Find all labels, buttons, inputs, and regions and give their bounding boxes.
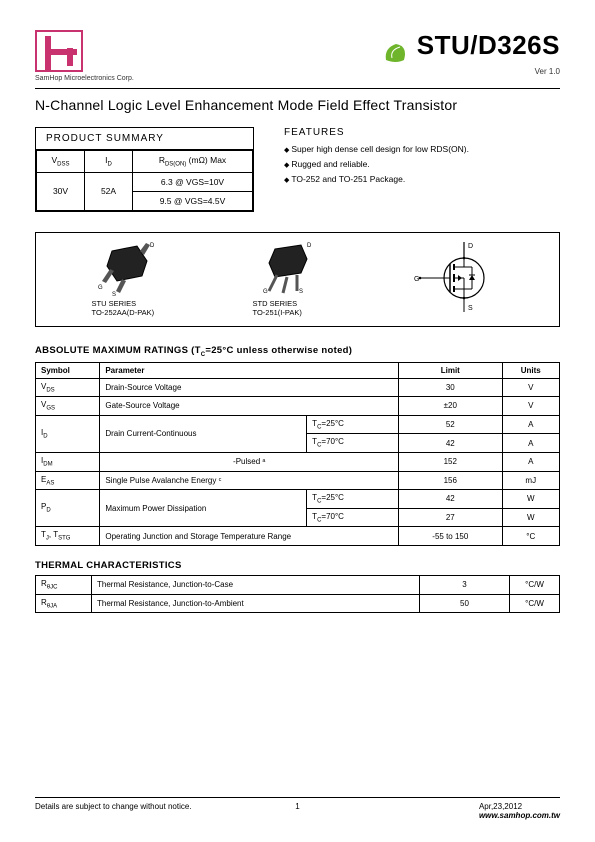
table-row: RθJA Thermal Resistance, Junction-to-Amb… [36, 594, 560, 613]
pkg2-line1: STD SERIES [253, 299, 323, 308]
package-stu: D G S STU SERIES TO-252AA(D-PAK) [92, 241, 162, 317]
svg-text:S: S [112, 292, 116, 296]
svg-text:S: S [299, 289, 303, 295]
summary-rds1: 6.3 @ VGS=10V [133, 172, 253, 191]
features-title: FEATURES [284, 127, 469, 138]
svg-text:G: G [98, 285, 103, 291]
table-row: VDS Drain-Source Voltage 30 V [36, 378, 560, 397]
svg-text:D: D [307, 243, 312, 249]
sch-s-label: S [468, 305, 473, 312]
summary-title: PRODUCT SUMMARY [36, 128, 253, 150]
thermal-title: THERMAL CHARACTERISTICS [35, 560, 560, 571]
features-block: FEATURES Super high dense cell design fo… [284, 127, 469, 189]
col-symbol: Symbol [36, 362, 100, 378]
header: SamHop Microelectronics Corp. STU/D326S … [35, 30, 560, 82]
pkg1-line1: STU SERIES [92, 299, 162, 308]
feature-item: Super high dense cell design for low RDS… [284, 144, 469, 154]
page-number: 1 [295, 802, 299, 811]
mosfet-schematic: D G S [414, 240, 504, 318]
package-diagram-row: D G S STU SERIES TO-252AA(D-PAK) D G S S… [35, 232, 560, 327]
logo-block: SamHop Microelectronics Corp. [35, 30, 134, 82]
footer-right: Apr,23,2012 www.samhop.com.tw [479, 802, 560, 820]
pkg1-line2: TO-252AA(D-PAK) [92, 308, 162, 317]
table-row: TJ, TSTG Operating Junction and Storage … [36, 527, 560, 546]
product-summary-table: PRODUCT SUMMARY VDSS ID RDS(ON) (mΩ) Max… [35, 127, 254, 212]
table-row: PD Maximum Power Dissipation TC=25°C 42 … [36, 490, 560, 509]
company-name: SamHop Microelectronics Corp. [35, 75, 134, 82]
ipak-icon: D G S [253, 241, 323, 296]
summary-col-vdss: VDSS [37, 151, 85, 173]
summary-col-id: ID [85, 151, 133, 173]
sch-d-label: D [468, 243, 473, 250]
page-footer: Details are subject to change without no… [35, 797, 560, 820]
col-limit: Limit [399, 362, 502, 378]
package-std: D G S STD SERIES TO-251(I-PAK) [253, 241, 323, 317]
pkg2-line2: TO-251(I-PAK) [253, 308, 323, 317]
summary-vdss-value: 30V [37, 172, 85, 210]
mosfet-symbol-icon: D G S [414, 240, 504, 315]
col-parameter: Parameter [100, 362, 399, 378]
feature-item: Rugged and reliable. [284, 159, 469, 169]
feature-item: TO-252 and TO-251 Package. [284, 174, 469, 184]
svg-text:D: D [150, 243, 155, 249]
col-units: Units [502, 362, 560, 378]
summary-features-row: PRODUCT SUMMARY VDSS ID RDS(ON) (mΩ) Max… [35, 127, 560, 212]
table-row: ID Drain Current-Continuous TC=25°C 52 A [36, 415, 560, 434]
thermal-table: RθJC Thermal Resistance, Junction-to-Cas… [35, 575, 560, 613]
sch-g-label: G [414, 276, 419, 283]
table-row: VGS Gate-Source Voltage ±20 V [36, 397, 560, 416]
company-logo-icon [35, 30, 83, 72]
summary-id-value: 52A [85, 172, 133, 210]
footer-disclaimer: Details are subject to change without no… [35, 802, 192, 820]
footer-url: www.samhop.com.tw [479, 811, 560, 820]
version-label: Ver 1.0 [382, 67, 560, 76]
title-block: STU/D326S Ver 1.0 [382, 30, 560, 76]
page-subtitle: N-Channel Logic Level Enhancement Mode F… [35, 97, 560, 113]
part-number: STU/D326S [417, 30, 560, 60]
summary-rds2: 9.5 @ VGS=4.5V [133, 191, 253, 210]
footer-date: Apr,23,2012 [479, 802, 522, 811]
svg-text:G: G [263, 289, 268, 295]
abs-max-table: Symbol Parameter Limit Units VDS Drain-S… [35, 362, 560, 546]
summary-col-rds: RDS(ON) (mΩ) Max [133, 151, 253, 173]
abs-max-title: ABSOLUTE MAXIMUM RATINGS (TC=25°C unless… [35, 345, 560, 358]
eco-leaf-icon [382, 40, 410, 64]
header-divider [35, 88, 560, 89]
table-row: RθJC Thermal Resistance, Junction-to-Cas… [36, 575, 560, 594]
table-row: EAS Single Pulse Avalanche Energy ᶜ 156 … [36, 471, 560, 490]
dpak-icon: D G S [92, 241, 162, 296]
table-row: IDM -Pulsed ᵃ 152 A [36, 452, 560, 471]
